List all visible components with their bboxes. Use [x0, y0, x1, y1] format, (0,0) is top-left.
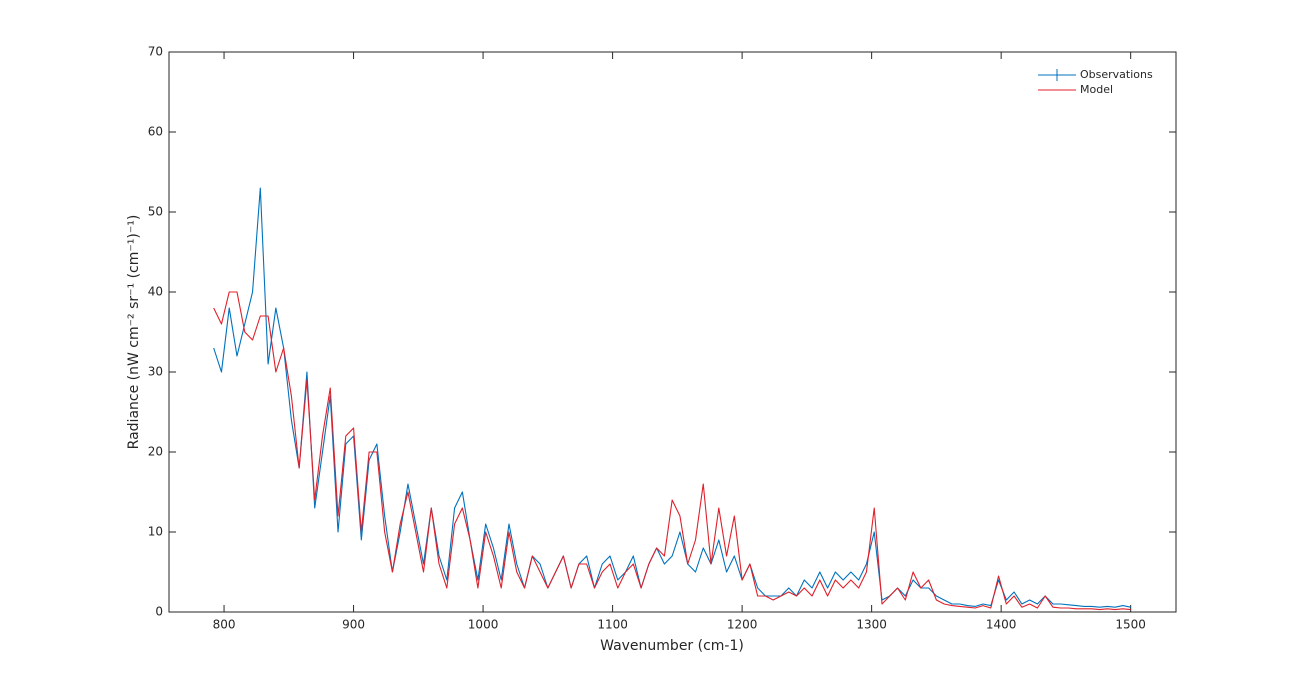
plot-frame — [168, 51, 1177, 613]
series-line — [213, 291, 1131, 611]
x-tick-label: 1100 — [597, 618, 628, 632]
y-tick-label: 50 — [148, 205, 163, 219]
x-tick-label: 1400 — [986, 618, 1017, 632]
x-tick-label: 900 — [342, 618, 365, 632]
x-tick-label: 1500 — [1115, 618, 1146, 632]
y-tick-label: 10 — [148, 525, 163, 539]
y-tick-label: 30 — [148, 365, 163, 379]
x-tick-label: 1200 — [727, 618, 758, 632]
series-line — [213, 187, 1131, 608]
y-axis-title: Radiance (nW cm⁻² sr⁻¹ (cm⁻¹)⁻¹) — [126, 215, 142, 450]
x-axis-title: Wavenumber (cm-1) — [600, 638, 744, 654]
x-tick-label: 800 — [213, 618, 236, 632]
legend-label: Model — [1080, 83, 1113, 96]
x-tick-label: 1000 — [468, 618, 499, 632]
y-tick-label: 20 — [148, 445, 163, 459]
y-tick-label: 60 — [148, 125, 163, 139]
y-tick-label: 70 — [148, 45, 163, 59]
y-tick-label: 40 — [148, 285, 163, 299]
legend-label: Observations — [1080, 68, 1153, 81]
x-tick-label: 1300 — [856, 618, 887, 632]
y-tick-label: 0 — [155, 605, 163, 619]
